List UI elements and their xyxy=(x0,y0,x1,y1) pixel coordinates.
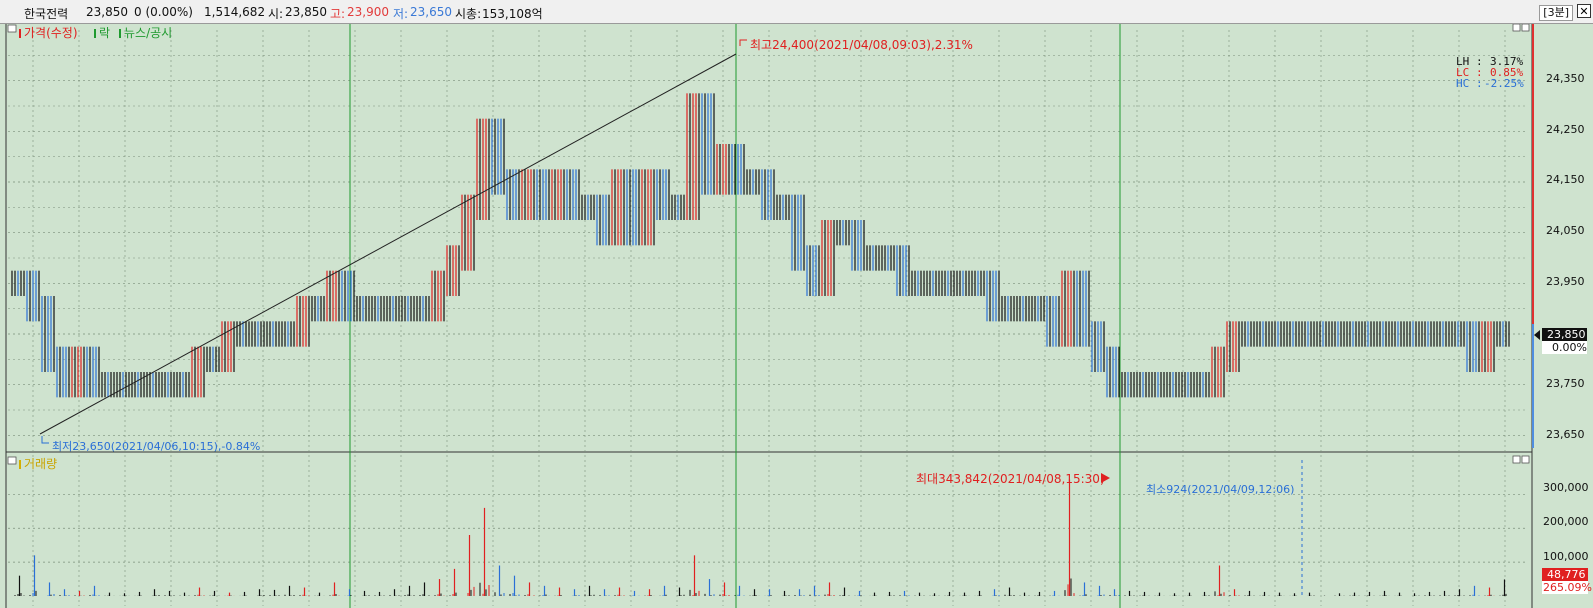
stat-lc-value: 0.85% xyxy=(1490,66,1523,79)
stat-lh-value: 3.17% xyxy=(1490,55,1523,68)
volume-close-icon[interactable] xyxy=(1521,455,1530,464)
stat-lh-label: LH xyxy=(1456,55,1469,68)
trend-line[interactable] xyxy=(39,53,737,435)
price-axis: 24,350 24,250 24,150 24,050 23,950 23,75… xyxy=(1546,72,1585,441)
chart-canvas[interactable]: 가격(수정) 락 뉴스/공시 최고24,400(2021/04/08,09:03… xyxy=(0,24,1593,608)
price-range-bar-low xyxy=(1532,324,1534,448)
high-label: 고: xyxy=(330,7,346,21)
stat-hc-label: HC xyxy=(1456,77,1469,90)
volume-bars xyxy=(14,479,1510,596)
current-price: 23,850 xyxy=(86,5,128,19)
min-annotation: 최저23,650(2021/04/06,10:15),-0.84% xyxy=(52,440,260,453)
panel-close-icon[interactable] xyxy=(1521,24,1530,32)
current-price-tag: 23,850 xyxy=(1547,328,1586,341)
open-price: 23,850 xyxy=(285,5,327,19)
max-arrow-icon xyxy=(739,39,747,46)
current-price-arrow-icon xyxy=(1534,330,1540,340)
market-cap: 153,108억 xyxy=(482,7,543,21)
price-tick: 24,050 xyxy=(1546,224,1585,237)
total-volume: 1,514,682 xyxy=(204,5,266,19)
price-tick: 23,950 xyxy=(1546,275,1585,288)
legend-marker-icon xyxy=(94,29,96,38)
price-change: 0 (0.00%) xyxy=(134,5,193,19)
volume-axis: 300,000 200,000 100,000 xyxy=(1543,481,1589,563)
stat-hc-sep: : xyxy=(1476,77,1483,90)
day-separators xyxy=(349,24,1121,608)
stat-lc-sep: : xyxy=(1476,66,1483,79)
price-tick: 23,650 xyxy=(1546,428,1585,441)
stat-lc-label: LC xyxy=(1456,66,1469,79)
price-range-bar xyxy=(1532,24,1534,324)
title-bar: 한국전력 23,850 0 (0.00%) 1,514,682 시: 23,85… xyxy=(0,0,1593,24)
max-annotation: 최고24,400(2021/04/08,09:03),2.31% xyxy=(750,38,973,52)
current-ratio-tag: 265.09% xyxy=(1543,581,1592,594)
max-pointer-icon xyxy=(1101,473,1110,483)
grid xyxy=(8,30,1528,606)
volume-legend[interactable]: 거래량 xyxy=(24,457,57,471)
legend-price[interactable]: 가격(수정) xyxy=(24,26,78,40)
stats-box: LH : 3.17% LC : 0.85% HC : -2.25% xyxy=(1456,55,1524,90)
legend-marker-icon xyxy=(19,29,21,38)
chart-background xyxy=(0,24,1593,608)
current-ratio-box xyxy=(1542,581,1588,594)
volume-toggle-icon[interactable] xyxy=(7,456,17,465)
volume-restore-icon[interactable] xyxy=(1512,455,1521,464)
volume-tick: 100,000 xyxy=(1543,550,1589,563)
volume-legend-marker-icon xyxy=(19,460,21,469)
legend-marker-icon xyxy=(119,29,121,38)
stock-name[interactable]: 한국전력 xyxy=(24,7,69,21)
price-tick: 24,150 xyxy=(1546,173,1585,186)
low-label: 저: xyxy=(393,7,409,21)
high-price: 23,900 xyxy=(347,5,389,19)
price-tick: 24,350 xyxy=(1546,72,1585,85)
volume-max-annotation: 최대343,842(2021/04/08,15:30) xyxy=(916,472,1105,486)
panel-restore-icon[interactable] xyxy=(1512,24,1521,32)
open-label: 시: xyxy=(268,7,284,21)
volume-tick: 200,000 xyxy=(1543,515,1589,528)
stat-hc-value: -2.25% xyxy=(1484,77,1524,90)
current-volume-tag: 48,776 xyxy=(1547,568,1586,581)
legend-rock[interactable]: 락 xyxy=(99,26,110,40)
panel-toggle-icon[interactable] xyxy=(7,24,17,33)
price-tick: 23,750 xyxy=(1546,377,1585,390)
current-volume-box xyxy=(1542,568,1588,581)
low-price: 23,650 xyxy=(410,5,452,19)
price-tick: 24,250 xyxy=(1546,123,1585,136)
close-icon[interactable]: ✕ xyxy=(1577,4,1591,18)
price-bars xyxy=(11,93,1510,398)
min-arrow-icon xyxy=(41,436,49,444)
market-cap-label: 시총: xyxy=(455,7,482,21)
price-legend: 가격(수정) 락 뉴스/공시 xyxy=(19,26,172,40)
current-change-tag: 0.00% xyxy=(1552,341,1587,354)
volume-tick: 300,000 xyxy=(1543,481,1589,494)
legend-news[interactable]: 뉴스/공시 xyxy=(124,26,172,40)
stat-lh-sep: : xyxy=(1476,55,1483,68)
current-price-box xyxy=(1542,328,1587,341)
current-change-box xyxy=(1542,341,1587,354)
volume-min-annotation: 최소924(2021/04/09,12:06) xyxy=(1146,483,1294,496)
period-selector[interactable]: [3분] xyxy=(1539,5,1573,21)
